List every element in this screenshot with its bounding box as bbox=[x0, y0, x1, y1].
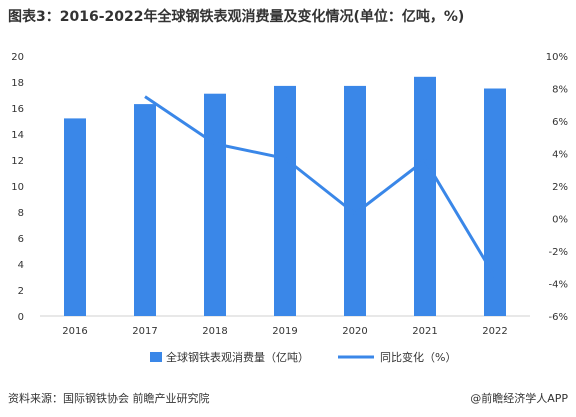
right-tick-label: 6% bbox=[552, 117, 568, 128]
x-axis-ticks: 2016 2017 2018 2019 2020 2021 2022 bbox=[62, 326, 507, 337]
left-tick-label: 0 bbox=[18, 312, 24, 323]
x-tick-label: 2020 bbox=[342, 326, 367, 337]
line-series-path bbox=[144, 95, 497, 278]
legend-line-label: 同比变化（%） bbox=[380, 350, 456, 364]
bar bbox=[274, 85, 296, 317]
left-tick-label: 10 bbox=[11, 182, 24, 193]
brand-credit: @前瞻经济学人APP bbox=[470, 392, 568, 405]
legend: 全球钢铁表观消费量（亿吨） 同比变化（%） bbox=[150, 350, 456, 364]
right-tick-label: -2% bbox=[549, 247, 568, 258]
x-tick-label: 2017 bbox=[132, 326, 157, 337]
bar-series bbox=[64, 76, 506, 317]
left-tick-label: 18 bbox=[11, 78, 24, 89]
left-tick-label: 6 bbox=[18, 234, 24, 245]
left-tick-label: 2 bbox=[18, 286, 24, 297]
left-tick-label: 16 bbox=[11, 104, 24, 115]
x-tick-label: 2022 bbox=[482, 326, 507, 337]
left-tick-label: 4 bbox=[18, 260, 24, 271]
left-tick-label: 12 bbox=[11, 156, 24, 167]
legend-bar-label: 全球钢铁表观消费量（亿吨） bbox=[166, 350, 309, 364]
left-tick-label: 14 bbox=[11, 130, 24, 141]
legend-bar-swatch bbox=[150, 352, 162, 362]
right-tick-label: 10% bbox=[546, 52, 568, 63]
bar bbox=[134, 104, 156, 316]
chart-title: 图表3：2016-2022年全球钢铁表观消费量及变化情况(单位：亿吨，%) bbox=[8, 9, 465, 25]
right-tick-label: -4% bbox=[549, 280, 568, 291]
bar bbox=[414, 76, 436, 316]
right-tick-label: 0% bbox=[552, 215, 568, 226]
right-tick-label: 4% bbox=[552, 150, 568, 161]
bar bbox=[204, 93, 226, 316]
x-tick-label: 2016 bbox=[62, 326, 87, 337]
left-tick-label: 8 bbox=[18, 208, 24, 219]
left-tick-label: 20 bbox=[11, 52, 24, 63]
right-tick-label: -6% bbox=[549, 312, 568, 323]
right-tick-label: 8% bbox=[552, 85, 568, 96]
left-axis-ticks: 0 2 4 6 8 10 12 14 16 18 20 bbox=[11, 52, 24, 323]
bar bbox=[484, 88, 506, 316]
x-tick-label: 2018 bbox=[202, 326, 227, 337]
x-tick-label: 2019 bbox=[272, 326, 297, 337]
source-note: 资料来源：国际钢铁协会 前瞻产业研究院 bbox=[8, 392, 210, 405]
bar bbox=[64, 118, 86, 317]
right-axis-ticks: -6% -4% -2% 0% 2% 4% 6% 8% 10% bbox=[546, 52, 568, 323]
bar bbox=[344, 85, 366, 317]
x-tick-label: 2021 bbox=[412, 326, 437, 337]
right-tick-label: 2% bbox=[552, 182, 568, 193]
